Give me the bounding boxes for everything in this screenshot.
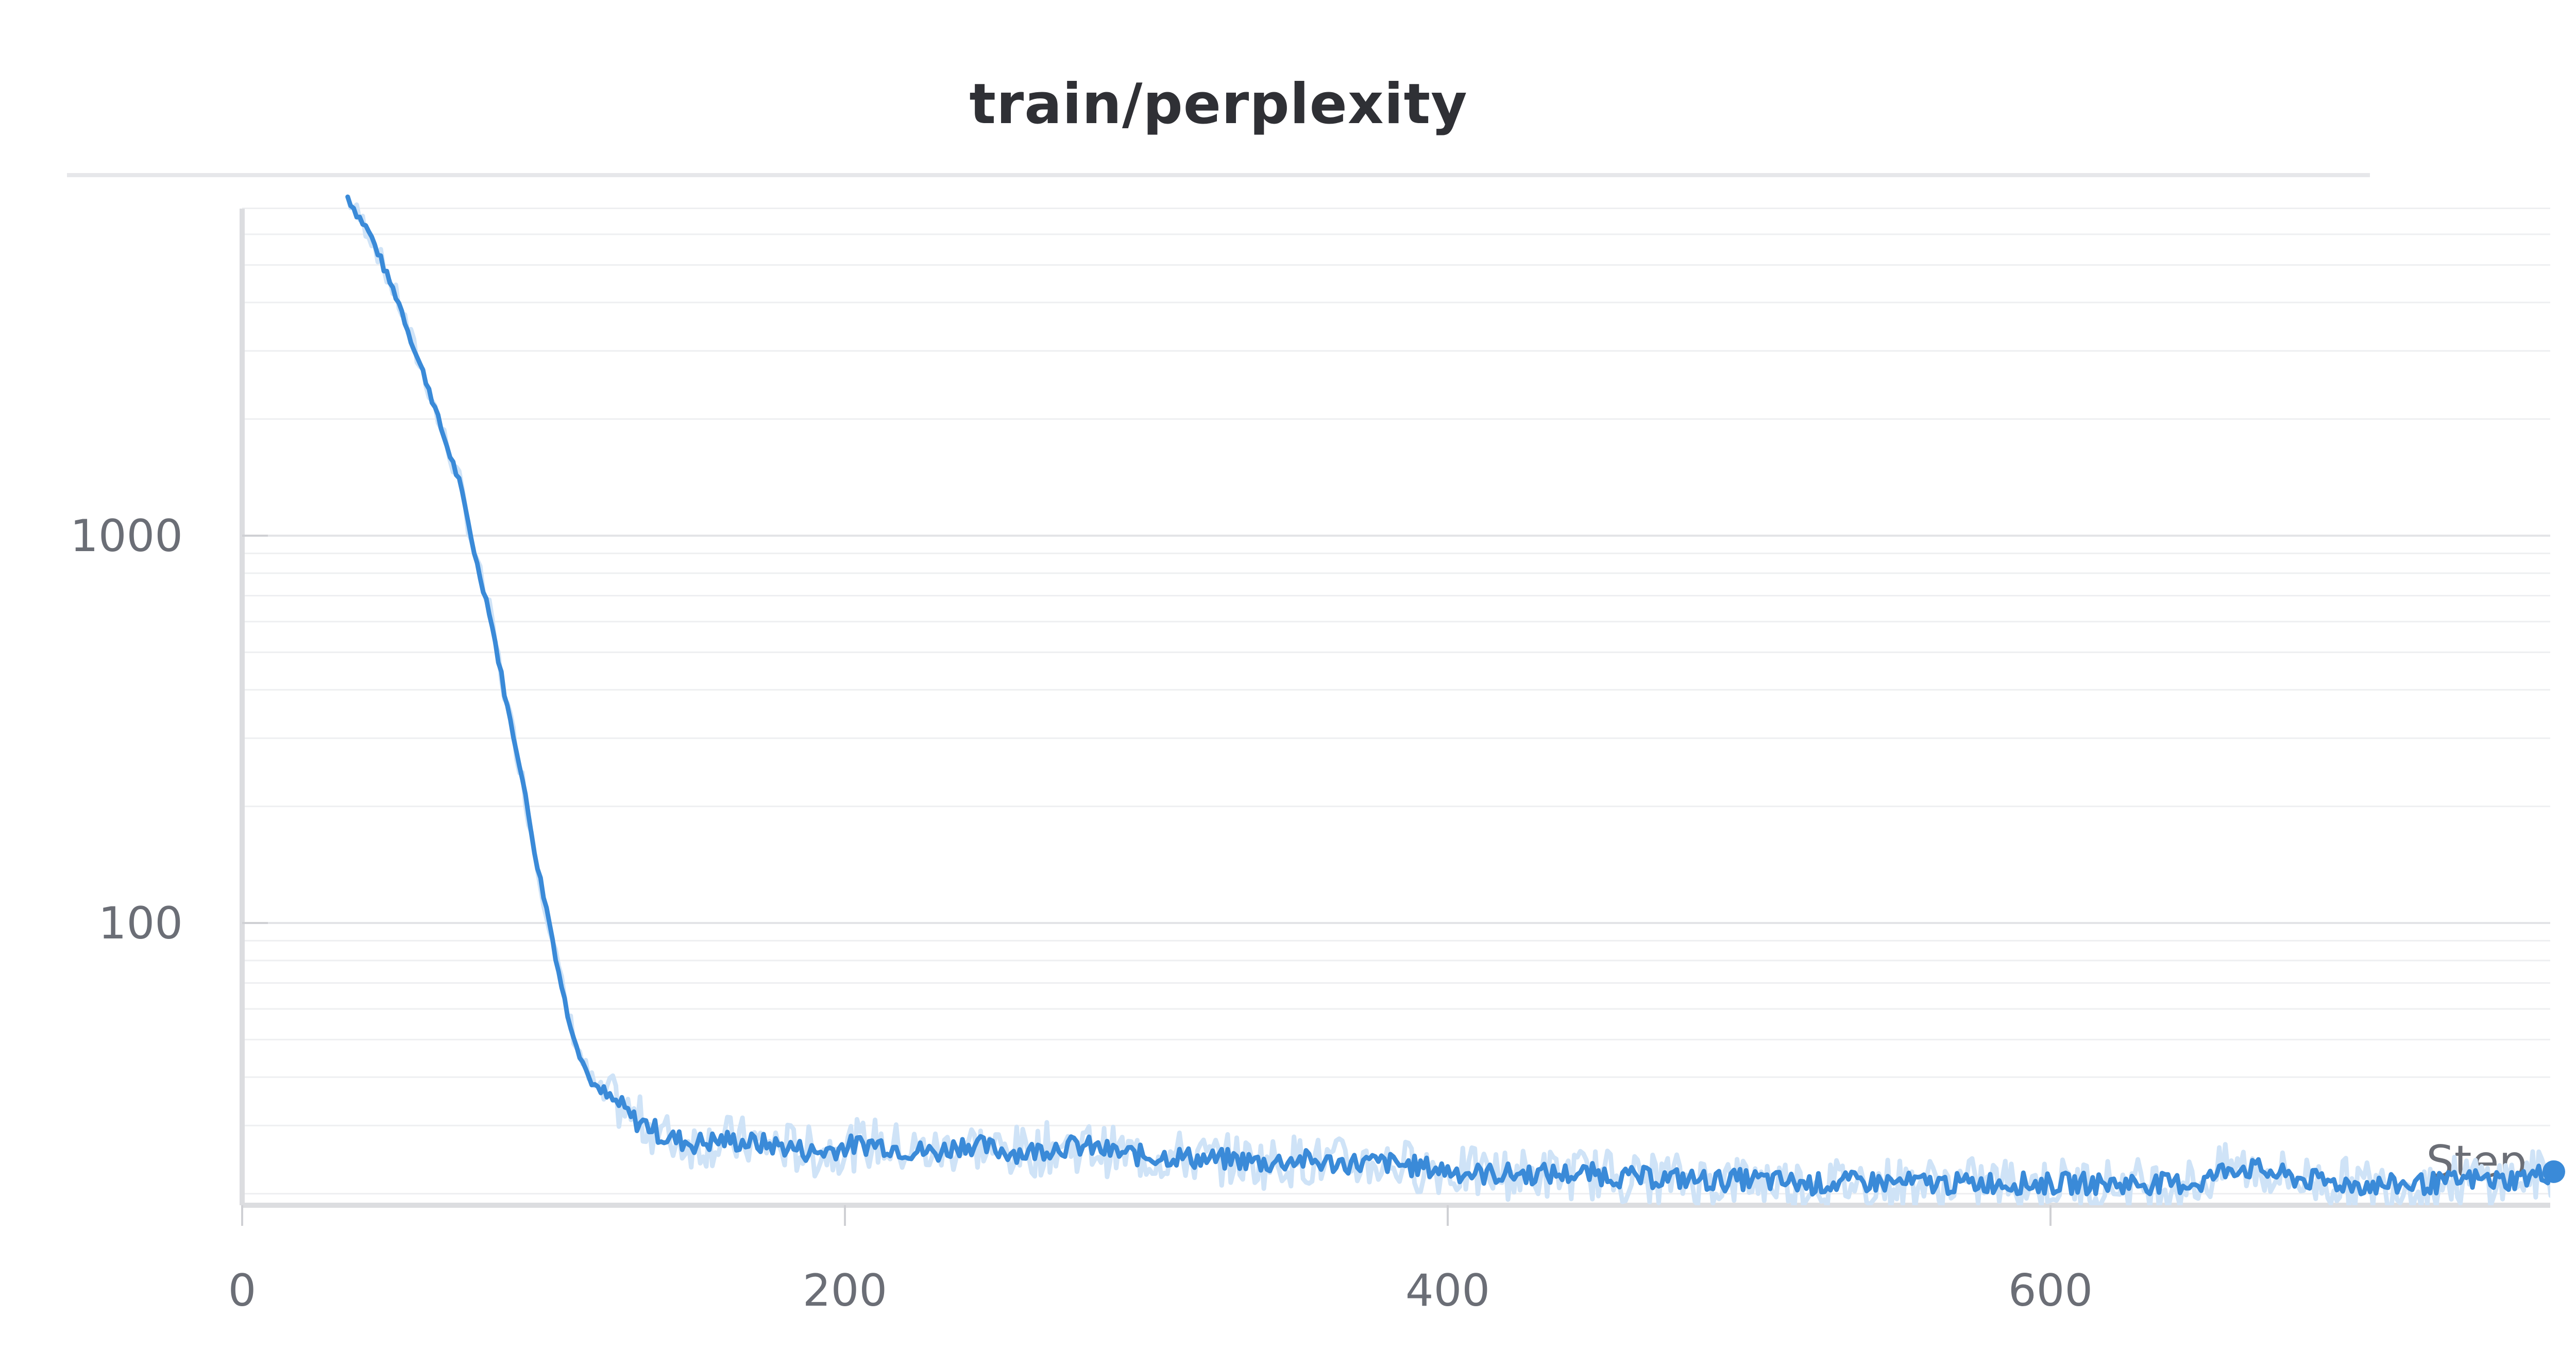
title-divider [67, 173, 2370, 177]
y-tick-label: 1000 [70, 510, 183, 562]
x-tick-label: 400 [1405, 1265, 1490, 1316]
x-tick-label: 600 [2008, 1265, 2093, 1316]
chart-title: train/perplexity [969, 72, 1468, 136]
raw-series-line [345, 195, 2550, 1205]
series-endpoint-marker [2542, 1160, 2565, 1183]
y-tick-label: 100 [98, 898, 183, 949]
x-tick-label: 0 [228, 1265, 257, 1316]
x-tick-label: 200 [803, 1265, 887, 1316]
series-line [345, 194, 2550, 1197]
